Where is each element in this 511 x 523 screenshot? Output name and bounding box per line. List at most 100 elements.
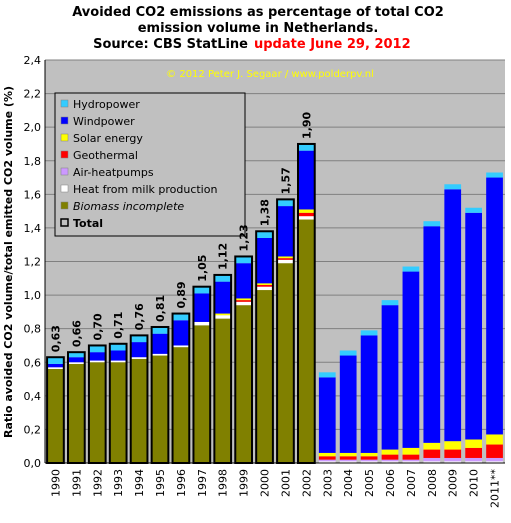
bar-segment	[298, 143, 315, 151]
bar-segment	[318, 452, 336, 457]
bar-segment	[214, 315, 232, 319]
bar-segment	[214, 274, 232, 282]
x-tick-label: 2011**	[489, 469, 502, 508]
bar-segment	[402, 459, 420, 462]
bar-segment	[235, 298, 252, 301]
x-tick-label: 2000	[259, 469, 272, 497]
bar-segment	[298, 150, 315, 210]
legend-label: Hydropower	[73, 98, 140, 111]
x-tick-label: 1997	[196, 469, 209, 497]
bar-segment	[423, 449, 441, 458]
bar-segment	[298, 212, 315, 217]
total-label: 0,89	[175, 281, 188, 308]
bar-segment	[486, 444, 503, 458]
bar-segment	[444, 449, 462, 458]
x-tick-label: 1993	[112, 469, 125, 497]
bar-segment	[423, 221, 441, 227]
bar-segment	[256, 290, 273, 463]
bar-segment	[486, 177, 503, 435]
bar-segment	[339, 459, 357, 462]
bar-segment	[88, 345, 106, 353]
x-tick-label: 2003	[321, 469, 334, 497]
bar-segment	[193, 321, 211, 326]
legend	[54, 92, 246, 237]
bar-segment	[235, 300, 252, 302]
y-tick-label: 1,8	[24, 155, 42, 168]
x-tick-label: 1999	[238, 469, 251, 497]
x-tick-label: 2001	[279, 469, 292, 497]
bar-segment	[339, 461, 357, 463]
bar-segment	[68, 362, 85, 364]
bar-segment	[130, 342, 148, 358]
bar-segment	[486, 457, 503, 462]
y-tick-label: 0,6	[24, 356, 42, 369]
x-tick-label: 2008	[426, 469, 439, 497]
legend-label: Total	[73, 217, 103, 230]
bar-segment	[381, 449, 399, 455]
legend-swatch	[60, 201, 69, 210]
bar-segment	[151, 353, 169, 356]
y-tick-label: 0,0	[24, 457, 42, 470]
bar-segment	[402, 447, 420, 455]
bar-segment	[339, 456, 357, 460]
bar-segment	[277, 259, 294, 264]
bar-segment	[235, 305, 252, 463]
bar-segment	[68, 352, 85, 358]
bar-segment	[214, 281, 232, 314]
x-tick-label: 2010	[468, 469, 481, 497]
bar-segment	[444, 461, 462, 463]
bar-segment	[172, 347, 190, 463]
bar-segment	[465, 447, 482, 458]
bar-segment	[465, 457, 482, 462]
title-line: Avoided CO2 emissions as percentage of t…	[72, 5, 444, 20]
bar-segment	[256, 231, 273, 238]
legend-label: Heat from milk production	[73, 183, 217, 196]
bar-segment	[360, 456, 378, 460]
bar-segment	[88, 360, 106, 363]
bar-segment	[47, 357, 64, 364]
y-tick-label: 1,0	[24, 289, 42, 302]
bar-segment	[47, 368, 64, 463]
legend-swatch	[60, 167, 69, 176]
y-tick-label: 1,2	[24, 256, 42, 269]
bar-segment	[130, 358, 148, 463]
y-axis-label: Ratio avoided CO2 volume/total emitted C…	[2, 86, 15, 438]
legend-swatch	[60, 150, 69, 159]
total-label: 1,05	[196, 255, 209, 282]
bar-segment	[109, 360, 127, 363]
bar-segment	[88, 352, 106, 361]
total-label: 1,57	[279, 167, 292, 194]
bar-segment	[256, 237, 273, 284]
bar-segment	[277, 206, 294, 257]
y-tick-label: 0,4	[24, 390, 42, 403]
bar-segment	[402, 461, 420, 463]
bar-segment	[339, 452, 357, 457]
bar-segment	[256, 283, 273, 286]
bar-segment	[360, 459, 378, 462]
x-tick-label: 2009	[447, 469, 460, 497]
bar-segment	[88, 362, 106, 463]
bar-segment	[130, 335, 148, 343]
y-tick-label: 2,2	[24, 88, 42, 101]
bar-segment	[214, 313, 232, 316]
x-tick-label: 1991	[70, 469, 83, 497]
total-label: 1,90	[300, 111, 313, 138]
legend-swatch	[60, 99, 69, 108]
bar-segment	[172, 345, 190, 348]
bar-segment	[151, 326, 169, 334]
total-label: 1,12	[217, 243, 230, 270]
x-tick-label: 2006	[384, 469, 397, 497]
bar-segment	[277, 258, 294, 260]
x-tick-label: 1990	[49, 469, 62, 497]
bar-segment	[318, 456, 336, 460]
bar-segment	[172, 313, 190, 321]
bar-segment	[47, 363, 64, 368]
y-tick-label: 2,4	[24, 54, 42, 67]
bar-segment	[277, 263, 294, 463]
source: Source: CBS StatLine	[93, 37, 248, 52]
bar-segment	[381, 300, 399, 306]
bar-segment	[68, 357, 85, 363]
total-label: 0,70	[91, 313, 104, 340]
total-label: 1,23	[238, 224, 251, 251]
